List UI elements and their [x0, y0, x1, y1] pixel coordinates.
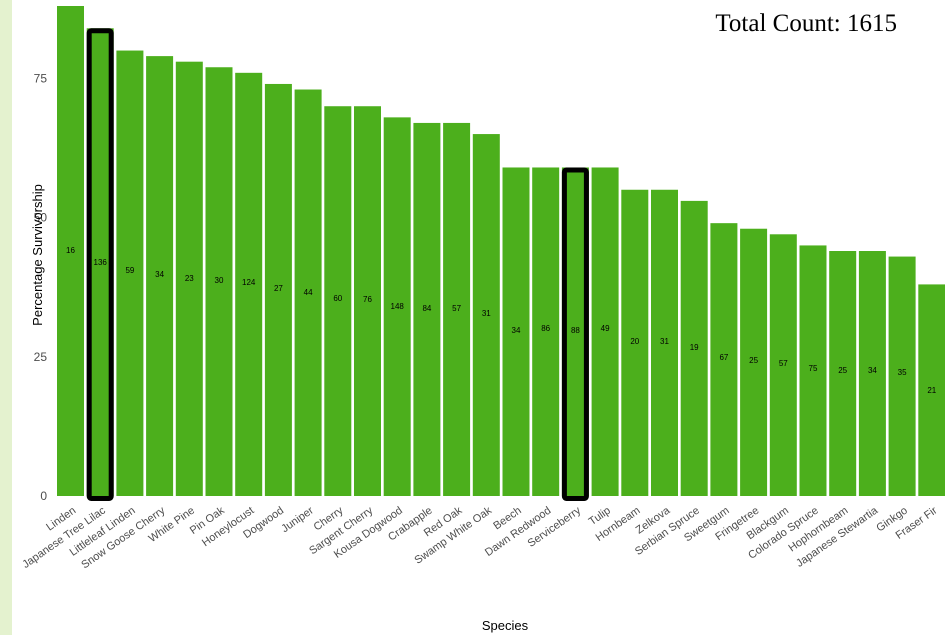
- count-label: 16: [66, 246, 75, 255]
- bar: [205, 67, 233, 496]
- bar: [769, 234, 797, 496]
- count-label: 21: [927, 386, 936, 395]
- bar: [354, 106, 381, 497]
- bar: [472, 134, 500, 496]
- bar: [175, 61, 203, 496]
- bar: [740, 228, 768, 496]
- bar: [532, 167, 560, 496]
- count-label: 86: [541, 324, 550, 333]
- count-label: 59: [125, 266, 134, 275]
- y-tick-label: 50: [34, 211, 48, 225]
- bar: [888, 256, 916, 496]
- count-label: 19: [690, 343, 699, 352]
- highlight-box: [86, 28, 114, 501]
- count-label: 20: [630, 337, 639, 346]
- bar: [502, 167, 530, 496]
- bar: [116, 50, 144, 496]
- count-label: 76: [363, 295, 372, 304]
- y-tick-label: 25: [34, 350, 48, 364]
- count-label: 34: [868, 366, 877, 375]
- count-label: 60: [333, 294, 342, 303]
- bars: [57, 6, 945, 497]
- bar: [324, 106, 352, 497]
- bar: [799, 245, 827, 496]
- count-label: 35: [898, 368, 907, 377]
- bar: [710, 223, 738, 496]
- y-axis: 0 25 50 75: [34, 71, 48, 503]
- count-label: 57: [452, 304, 461, 313]
- count-label: 75: [809, 364, 818, 373]
- x-axis-title: Species: [482, 618, 529, 633]
- count-label: 49: [601, 324, 610, 333]
- count-label: 25: [838, 366, 847, 375]
- count-label: 25: [749, 356, 758, 365]
- count-label: 34: [155, 270, 164, 279]
- left-border-strip: [0, 0, 12, 635]
- bar: [621, 189, 649, 496]
- count-label: 136: [94, 258, 108, 267]
- count-label: 44: [304, 288, 313, 297]
- bar: [294, 89, 322, 496]
- count-label: 27: [274, 284, 283, 293]
- count-label: 67: [719, 353, 728, 362]
- bar: [57, 6, 84, 496]
- y-axis-title: Percentage Survivorship: [30, 184, 45, 326]
- bar: [443, 122, 471, 496]
- bar: [918, 284, 945, 496]
- bar: [680, 200, 708, 497]
- bar: [383, 117, 411, 496]
- total-count-annotation: Total Count: 1615: [715, 10, 897, 37]
- count-label: 124: [242, 278, 256, 287]
- highlight-box: [561, 167, 589, 502]
- count-label: 34: [512, 326, 521, 335]
- bar: [264, 83, 292, 497]
- bar: [235, 72, 263, 497]
- bar: [858, 251, 886, 496]
- count-label: 30: [215, 276, 224, 285]
- bar: [829, 251, 857, 496]
- count-label: 84: [422, 304, 431, 313]
- count-label: 88: [571, 326, 580, 335]
- x-tick-label: Juniper: [279, 504, 316, 535]
- count-label: 31: [660, 337, 669, 346]
- bar: [651, 189, 678, 496]
- highlight-boxes: [86, 28, 589, 502]
- y-tick-label: 0: [40, 489, 47, 503]
- bar: [413, 122, 441, 496]
- count-label: 23: [185, 274, 194, 283]
- count-label: 31: [482, 309, 491, 318]
- bar: [146, 56, 174, 496]
- count-label: 57: [779, 359, 788, 368]
- count-label: 148: [391, 302, 405, 311]
- count-labels: 16 136 59 34 23 30 124 27 44 60 76 148 84 57 31 34 86 88 4…: [66, 246, 937, 395]
- y-tick-label: 75: [34, 71, 48, 85]
- bar: [591, 167, 619, 496]
